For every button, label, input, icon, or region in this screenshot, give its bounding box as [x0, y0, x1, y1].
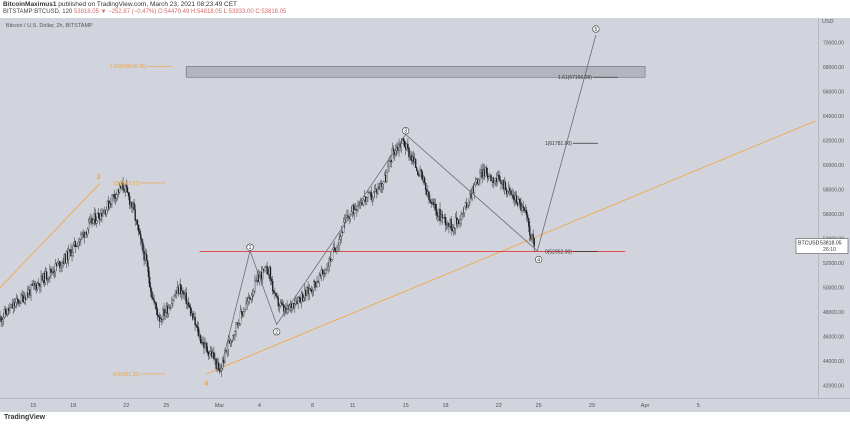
time-axis[interactable] [0, 398, 850, 413]
ohlc-line: 53818.05 ▼ −252.87 (−0.47%) O:54470.49 H… [73, 9, 287, 15]
chart-header: BitcoinMaximus1 published on TradingView… [0, 0, 850, 18]
publisher-name: BitcoinMaximus1 [3, 1, 57, 8]
published-text: published on TradingView.com, March 23, … [58, 1, 238, 8]
tradingview-logo: TradingView [4, 414, 46, 421]
chart-area[interactable] [0, 18, 818, 398]
chart-footer: TradingView [0, 412, 850, 426]
symbol-line: BITSTAMP:BTCUSD, 120 [3, 9, 73, 15]
symbol-info: BITSTAMP:BTCUSD, 120 53818.05 ▼ −252.87 … [3, 9, 286, 15]
publish-info: BitcoinMaximus1 published on TradingView… [3, 1, 237, 8]
price-axis[interactable] [818, 18, 850, 398]
